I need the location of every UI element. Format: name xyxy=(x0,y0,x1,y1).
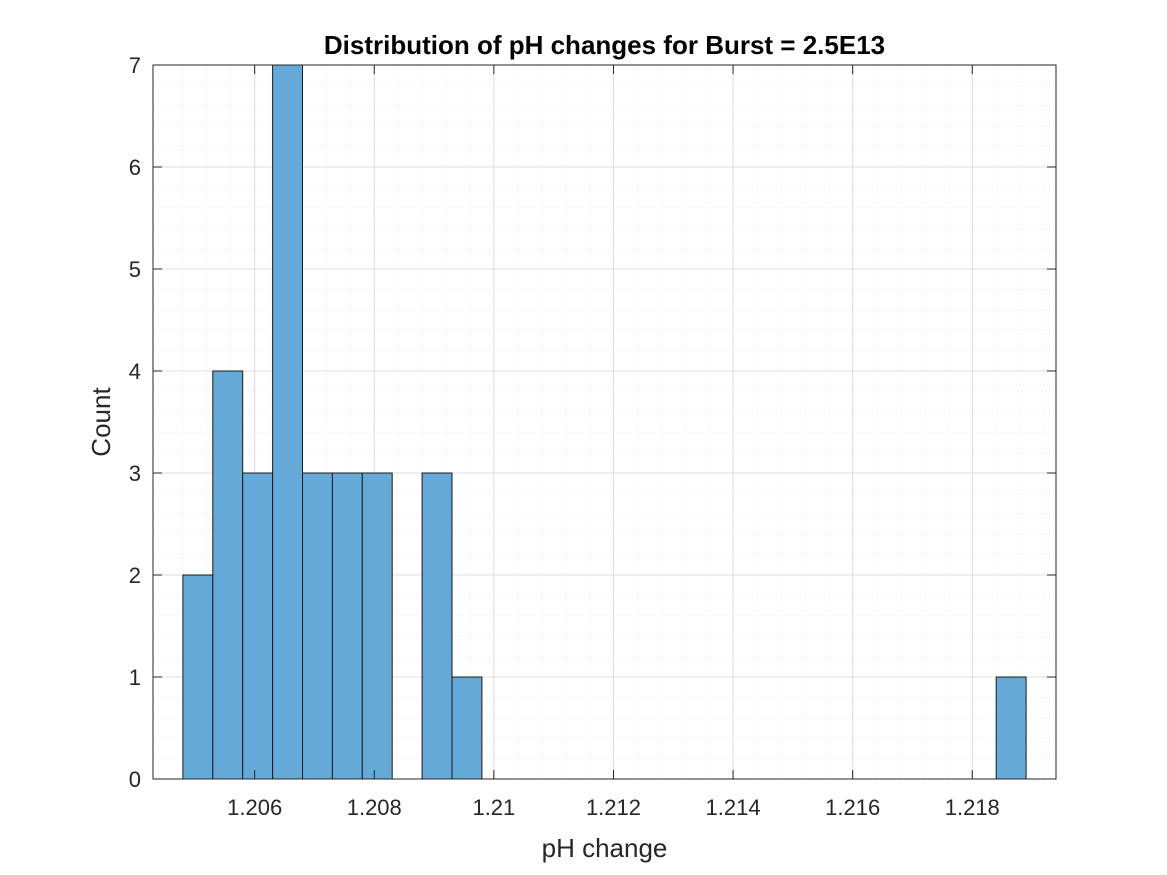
tick-marks xyxy=(153,64,1056,780)
histogram-bar xyxy=(182,574,214,780)
histogram-bar xyxy=(272,64,304,780)
x-tick-label: 1.214 xyxy=(706,795,761,820)
histogram-bar xyxy=(242,472,274,780)
y-tick-label: 3 xyxy=(129,461,141,486)
x-tick-label: 1.21 xyxy=(472,795,515,820)
y-tick-label: 0 xyxy=(129,767,141,792)
histogram-bar xyxy=(331,472,363,780)
histogram-bars xyxy=(182,64,1027,780)
histogram-bar xyxy=(302,472,333,780)
x-tick-label: 1.218 xyxy=(945,795,1000,820)
y-tick-labels: 0 1 2 3 4 5 6 7 xyxy=(129,53,141,792)
y-axis-title: Count xyxy=(86,387,116,457)
histogram-bar xyxy=(995,676,1027,780)
x-axis-title: pH change xyxy=(542,833,668,863)
x-tick-labels: 1.206 1.208 1.21 1.212 1.214 1.216 1.218 xyxy=(227,795,1000,820)
histogram-bar xyxy=(361,472,393,780)
x-tick-label: 1.216 xyxy=(825,795,880,820)
axes-box xyxy=(152,64,1057,780)
x-tick-label: 1.208 xyxy=(347,795,402,820)
chart-title: Distribution of pH changes for Burst = 2… xyxy=(324,30,885,60)
x-tick-label: 1.212 xyxy=(586,795,641,820)
y-tick-label: 6 xyxy=(129,155,141,180)
y-tick-label: 4 xyxy=(129,359,141,384)
y-tick-label: 7 xyxy=(129,53,141,78)
histogram-bar xyxy=(421,472,453,780)
histogram-bar xyxy=(451,676,483,780)
y-tick-label: 1 xyxy=(129,665,141,690)
histogram-bar xyxy=(212,370,244,780)
x-tick-label: 1.206 xyxy=(227,795,282,820)
y-tick-label: 5 xyxy=(129,257,141,282)
y-tick-label: 2 xyxy=(129,563,141,588)
